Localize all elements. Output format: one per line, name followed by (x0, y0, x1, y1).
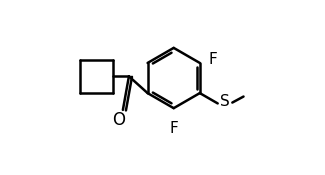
Text: S: S (220, 94, 230, 109)
Text: F: F (208, 52, 217, 67)
Text: F: F (169, 121, 178, 136)
Text: O: O (112, 111, 125, 129)
